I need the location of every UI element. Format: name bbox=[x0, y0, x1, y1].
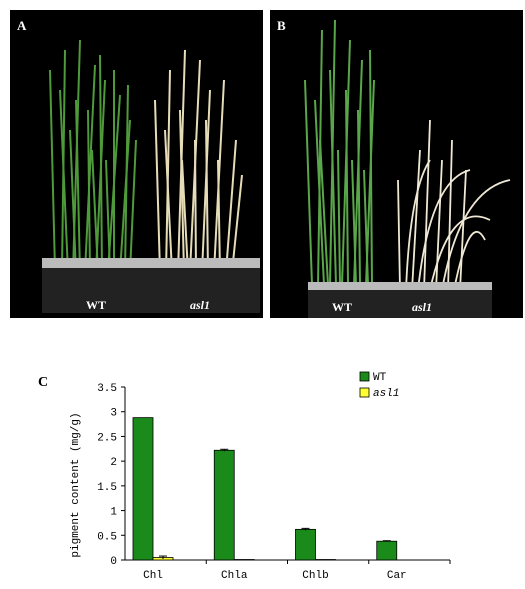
asl1-seedlings-b bbox=[397, 119, 511, 291]
x-tick-label: Chlb bbox=[302, 570, 328, 582]
y-tick-label: 2.5 bbox=[97, 432, 117, 444]
y-tick-label: 0.5 bbox=[97, 531, 117, 543]
y-tick-label: 1 bbox=[110, 507, 117, 519]
legend-label-wt: WT bbox=[373, 372, 387, 384]
pot-label-wt-b: WT bbox=[332, 300, 353, 314]
x-tick-label: Chla bbox=[221, 570, 248, 582]
wt-seedlings-a bbox=[49, 39, 137, 273]
photo-panel-b: B WT asl1 bbox=[270, 10, 523, 318]
legend-label-asl1: asl1 bbox=[373, 388, 399, 400]
legend-swatch-wt bbox=[359, 371, 370, 382]
y-tick-label: 2 bbox=[110, 457, 117, 469]
y-tick-label: 0 bbox=[110, 556, 117, 568]
y-tick-label: 3.5 bbox=[97, 383, 117, 395]
bar-wt-chl bbox=[132, 417, 154, 561]
bar-wt-chla bbox=[213, 449, 235, 561]
y-axis-label: pigment content (mg/g) bbox=[70, 412, 82, 557]
panel-letter-c: C bbox=[38, 375, 48, 390]
chart-legend: WT asl1 bbox=[359, 371, 399, 400]
pigment-chart: C pigment content (mg/g) 0 0.5 1 1.5 2 2.5 3 3.… bbox=[0, 340, 525, 589]
pots-b bbox=[308, 282, 492, 318]
y-tick-label: 1.5 bbox=[97, 482, 117, 494]
bar-wt-car bbox=[376, 540, 398, 561]
asl1-seedlings-a bbox=[154, 49, 243, 273]
pot-label-asl1-b: asl1 bbox=[412, 300, 433, 314]
pots-a bbox=[42, 258, 260, 313]
seedlings-photo-b bbox=[270, 10, 523, 318]
panel-letter-a: A bbox=[17, 18, 27, 33]
bar-wt-chlb bbox=[295, 528, 316, 561]
y-tick-label: 3 bbox=[110, 408, 117, 420]
legend-swatch-asl1 bbox=[359, 387, 370, 398]
x-tick-label: Car bbox=[387, 570, 407, 582]
pot-label-asl1-a: asl1 bbox=[190, 298, 211, 312]
x-tick-label: Chl bbox=[143, 570, 163, 582]
panel-letter-b: B bbox=[277, 18, 286, 33]
seedlings-photo-a bbox=[10, 10, 263, 318]
photo-panel-a: A WT asl1 bbox=[10, 10, 263, 318]
wt-seedlings-b bbox=[304, 19, 375, 286]
pot-label-wt-a: WT bbox=[86, 298, 107, 312]
plot-area: 0 0.5 1 1.5 2 2.5 3 3.5 Chl Chla Chlb Car bbox=[97, 383, 451, 582]
chart-svg: C pigment content (mg/g) 0 0.5 1 1.5 2 2.5 3 3.… bbox=[38, 371, 451, 582]
